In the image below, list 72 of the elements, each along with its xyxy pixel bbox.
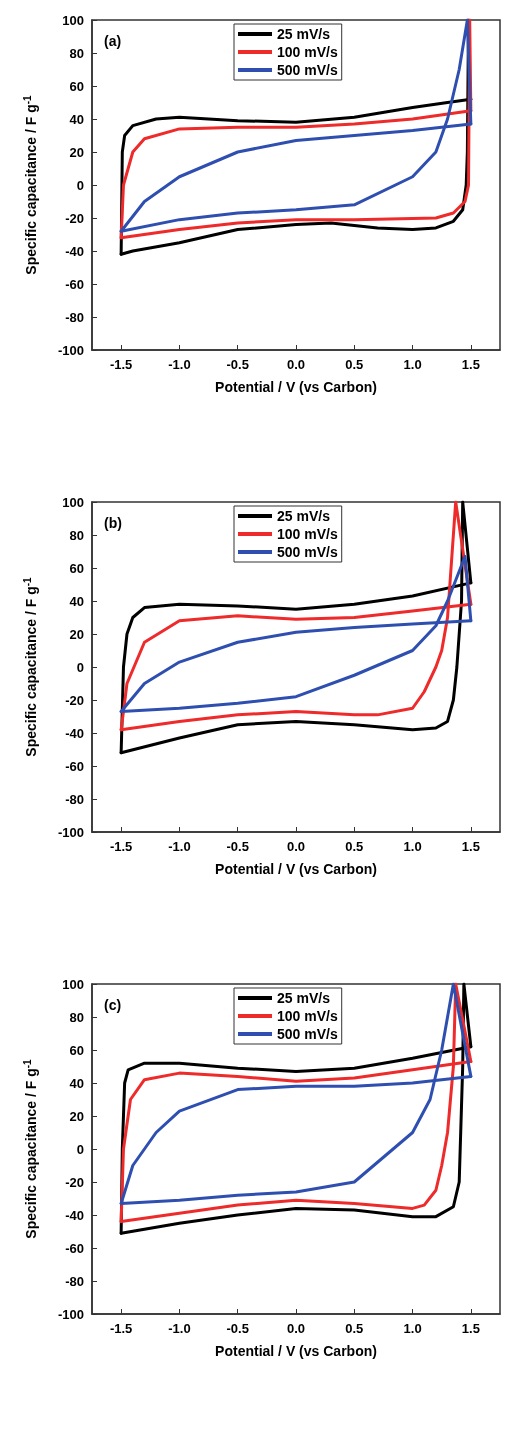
x-tick-label: 0.5 bbox=[345, 839, 364, 854]
y-tick-label: -20 bbox=[65, 210, 84, 226]
y-tick-label: 0 bbox=[76, 1141, 84, 1157]
annotation: (c) bbox=[104, 997, 122, 1013]
y-tick-label: 40 bbox=[69, 1075, 84, 1091]
y-tick-label: -60 bbox=[65, 1240, 84, 1256]
y-tick-label: -40 bbox=[65, 243, 84, 259]
x-tick-label: 0.0 bbox=[286, 839, 306, 854]
legend-label: 100 mV/s bbox=[277, 44, 338, 60]
x-tick-label: 0.5 bbox=[345, 357, 364, 372]
x-axis-title: Potential / V (vs Carbon) bbox=[215, 1343, 377, 1359]
y-tick-label: 60 bbox=[69, 560, 84, 576]
legend-label: 100 mV/s bbox=[277, 1008, 338, 1024]
y-tick-label: -60 bbox=[65, 276, 84, 292]
x-tick-label: 0.0 bbox=[286, 357, 306, 372]
x-tick-label: -1.0 bbox=[168, 839, 191, 854]
x-tick-label: 1.5 bbox=[461, 1321, 480, 1336]
x-tick-label: -1.5 bbox=[109, 839, 133, 854]
y-tick-label: 40 bbox=[69, 111, 84, 127]
x-tick-label: 0.5 bbox=[345, 1321, 364, 1336]
x-tick-label: -1.5 bbox=[109, 357, 133, 372]
x-tick-label: -0.5 bbox=[226, 839, 249, 854]
y-tick-label: -40 bbox=[65, 1207, 84, 1223]
y-tick-label: 100 bbox=[62, 976, 84, 992]
y-tick-label: 100 bbox=[62, 494, 84, 510]
x-tick-label: 1.0 bbox=[403, 1321, 422, 1336]
y-tick-label: -80 bbox=[65, 1273, 84, 1289]
y-tick-label: 80 bbox=[69, 527, 84, 543]
y-tick-label: 20 bbox=[69, 144, 84, 160]
y-tick-label: 100 bbox=[62, 12, 84, 28]
x-tick-label: 1.5 bbox=[461, 839, 480, 854]
y-tick-label: -20 bbox=[65, 692, 84, 708]
x-axis-title: Potential / V (vs Carbon) bbox=[215, 379, 377, 395]
x-tick-label: -1.0 bbox=[168, 1321, 191, 1336]
y-tick-label: 0 bbox=[76, 659, 84, 675]
x-tick-label: 1.5 bbox=[461, 357, 480, 372]
legend-label: 100 mV/s bbox=[277, 526, 338, 542]
x-tick-label: 0.0 bbox=[286, 1321, 306, 1336]
y-tick-label: -80 bbox=[65, 309, 84, 325]
x-axis-title: Potential / V (vs Carbon) bbox=[215, 861, 377, 877]
x-tick-label: -1.0 bbox=[168, 357, 191, 372]
legend-label: 500 mV/s bbox=[277, 62, 338, 78]
x-tick-label: -1.5 bbox=[109, 1321, 133, 1336]
annotation: (b) bbox=[104, 515, 122, 531]
y-axis-title: Specific capacitance / F g-1 bbox=[21, 576, 39, 757]
x-tick-label: 1.0 bbox=[403, 839, 422, 854]
y-tick-label: 60 bbox=[69, 78, 84, 94]
x-tick-label: -0.5 bbox=[226, 1321, 249, 1336]
y-tick-label: -100 bbox=[57, 824, 84, 840]
legend-label: 25 mV/s bbox=[277, 26, 331, 42]
y-axis-title: Specific capacitance / F g-1 bbox=[21, 94, 39, 275]
y-tick-label: 80 bbox=[69, 1009, 84, 1025]
y-tick-label: -100 bbox=[57, 342, 84, 358]
legend-label: 500 mV/s bbox=[277, 544, 338, 560]
y-tick-label: -100 bbox=[57, 1306, 84, 1322]
y-tick-label: -40 bbox=[65, 725, 84, 741]
annotation: (a) bbox=[104, 33, 122, 49]
y-tick-label: -80 bbox=[65, 791, 84, 807]
y-tick-label: 0 bbox=[76, 177, 84, 193]
y-tick-label: 20 bbox=[69, 626, 84, 642]
legend-label: 25 mV/s bbox=[277, 508, 331, 524]
x-tick-label: -0.5 bbox=[226, 357, 249, 372]
y-axis-title: Specific capacitance / F g-1 bbox=[21, 1058, 39, 1239]
legend-label: 500 mV/s bbox=[277, 1026, 338, 1042]
y-tick-label: -20 bbox=[65, 1174, 84, 1190]
legend-label: 25 mV/s bbox=[277, 990, 331, 1006]
y-tick-label: 80 bbox=[69, 45, 84, 61]
y-tick-label: 60 bbox=[69, 1042, 84, 1058]
y-tick-label: 40 bbox=[69, 593, 84, 609]
y-tick-label: -60 bbox=[65, 758, 84, 774]
y-tick-label: 20 bbox=[69, 1108, 84, 1124]
x-tick-label: 1.0 bbox=[403, 357, 422, 372]
